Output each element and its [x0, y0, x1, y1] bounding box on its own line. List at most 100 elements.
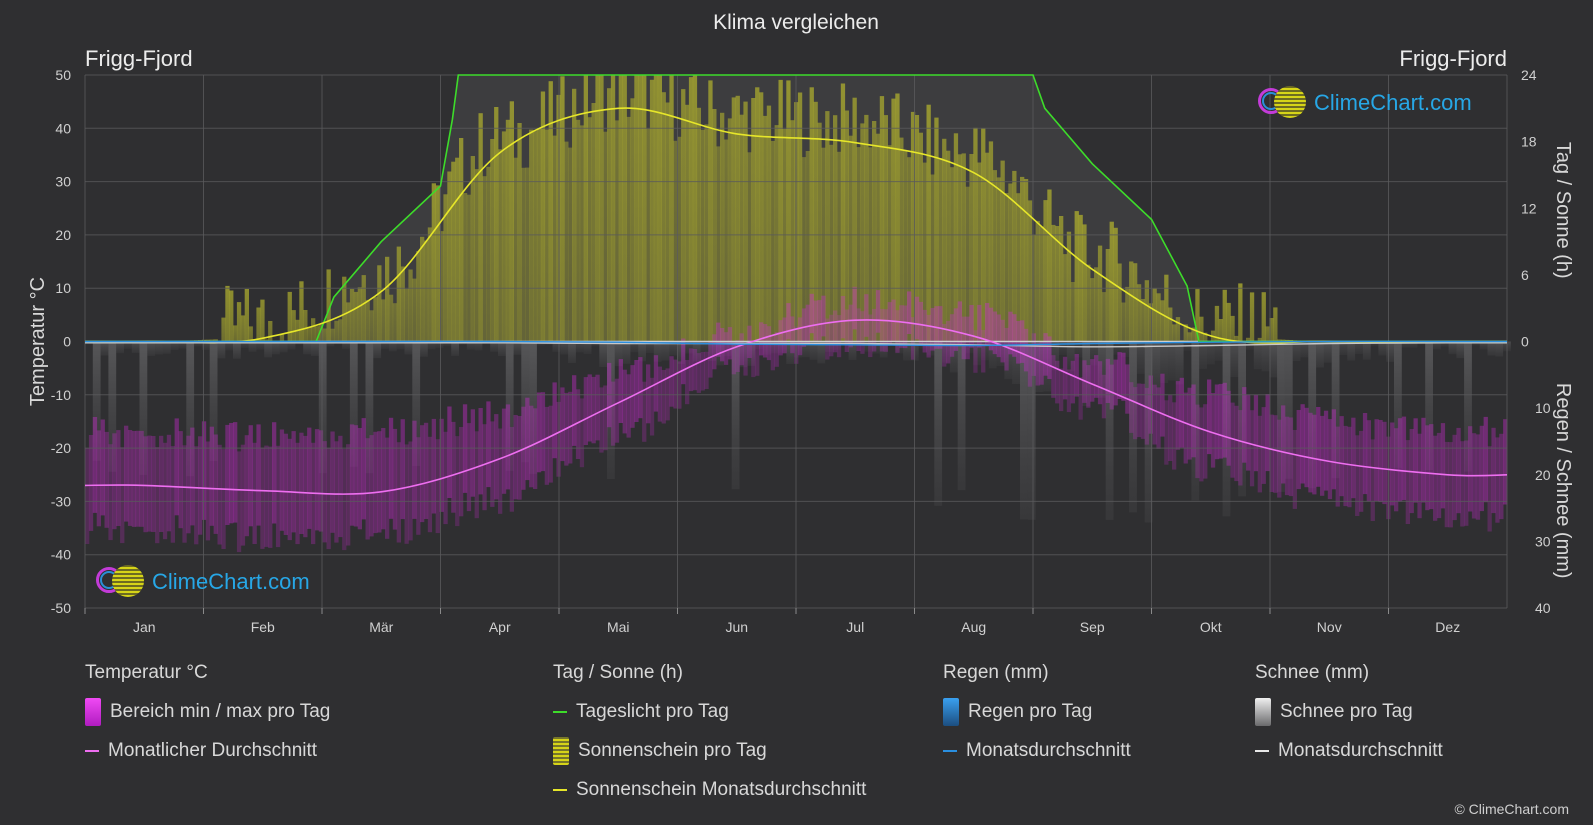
sunshine-day-bar — [891, 98, 896, 342]
temp-range-bar — [1405, 440, 1410, 524]
temp-range-bar — [1277, 419, 1282, 498]
sunshine-day-bar — [618, 75, 623, 342]
temp-range-bar — [283, 433, 288, 535]
temp-range-bar — [373, 431, 378, 534]
temp-range-bar — [1047, 336, 1052, 379]
copyright[interactable]: © ClimeChart.com — [1454, 801, 1569, 817]
temp-range-bar — [626, 374, 631, 438]
sunshine-day-bar — [1156, 293, 1161, 342]
snow-day-bar — [92, 341, 101, 461]
temp-range-bar — [957, 301, 962, 344]
temp-range-bar — [260, 447, 265, 549]
sunshine-day-bar — [595, 75, 600, 342]
snow-day-bar — [1144, 341, 1153, 523]
sunshine-day-bar — [1261, 292, 1266, 342]
temp-range-bar — [1136, 383, 1142, 438]
sunshine-day-bar — [1039, 226, 1044, 342]
snow-day-bar — [116, 341, 124, 354]
sunshine-day-bar — [642, 75, 647, 342]
sunshine-day-bar — [926, 104, 931, 342]
sunshine-day-bar — [762, 115, 768, 342]
temp-range-bar — [778, 320, 783, 356]
temp-range-bar — [470, 409, 475, 497]
snow-day-bar — [420, 341, 428, 357]
sunshine-day-bar — [821, 147, 826, 342]
temp-range-bar — [887, 302, 892, 345]
sunshine-day-bar — [361, 275, 366, 342]
temp-range-bar — [825, 318, 830, 360]
sunshine-day-bar — [992, 170, 997, 342]
snow-day-bar — [630, 341, 639, 353]
temp-range-bar — [965, 316, 970, 360]
sunshine-day-bar — [634, 75, 639, 342]
logo-text: ClimeChart.com — [1314, 90, 1472, 115]
legend-label: Bereich min / max pro Tag — [110, 701, 331, 722]
temp-range-bar — [977, 304, 982, 348]
sunshine-day-bar — [626, 116, 631, 342]
temp-range-bar — [1448, 442, 1453, 528]
temp-range-bar — [1160, 373, 1165, 437]
temp-range-bar — [1413, 418, 1418, 503]
snow-day-bar — [186, 341, 195, 477]
snow-day-bar — [942, 341, 950, 363]
snow-day-bar — [240, 341, 249, 348]
sunshine-day-bar — [447, 171, 452, 342]
temp-range-bar — [591, 376, 596, 444]
sunshine-day-bar — [1238, 283, 1243, 342]
sunshine-day-bar — [540, 91, 546, 342]
temp-range-bar — [1152, 384, 1157, 445]
temp-range-bar — [1074, 354, 1079, 397]
temp-range-bar — [170, 446, 175, 543]
temp-range-bar — [1425, 425, 1430, 511]
sunshine-day-bar — [638, 75, 643, 342]
temp-range-bar — [322, 441, 327, 543]
sunshine-day-bar — [404, 288, 409, 342]
sunshine-day-bar — [233, 325, 238, 342]
snow-day-bar — [1152, 341, 1161, 395]
temp-range-bar — [1292, 430, 1297, 509]
temp-range-bar — [1094, 355, 1099, 398]
temp-range-bar — [821, 295, 826, 337]
sunshine-day-bar — [829, 144, 834, 342]
chart-title: Klima vergleichen — [713, 11, 879, 34]
x-tick-label: Feb — [251, 619, 275, 635]
snow-day-bar — [1479, 341, 1488, 350]
snow-day-bar — [1074, 341, 1083, 358]
sunshine-day-bar — [349, 289, 355, 342]
legend-item-rain-avg: Monatsdurchschnitt — [943, 738, 1131, 764]
sunshine-day-bar — [1016, 193, 1021, 342]
temp-range-bar — [681, 338, 686, 385]
snow-day-bar — [124, 341, 132, 349]
sunshine-day-bar — [961, 153, 966, 342]
temp-range-bar — [603, 385, 608, 451]
sunshine-day-bar — [346, 302, 351, 342]
sunshine-day-bar — [1183, 324, 1188, 342]
snow-day-bar — [1378, 341, 1387, 356]
temp-range-bar — [899, 305, 904, 348]
logo-bottom-left[interactable]: ClimeChart.com — [96, 565, 310, 599]
temp-range-bar — [1296, 410, 1301, 490]
legend-label: Monatsdurchschnitt — [1278, 740, 1443, 761]
temp-range-bar — [478, 408, 483, 495]
sunshine-fill-swatch — [553, 737, 569, 765]
y-right-top-tick-label: 6 — [1521, 267, 1529, 283]
sunshine-day-bar — [848, 135, 853, 342]
legend-item-snow-avg: Monatsdurchschnitt — [1255, 738, 1443, 764]
temp-range-bar — [213, 434, 218, 534]
temp-range-bar — [809, 293, 814, 334]
sunshine-day-bar — [248, 326, 253, 342]
sunshine-day-bar — [946, 150, 951, 342]
temp-range-bar — [486, 401, 491, 488]
sunshine-day-bar — [439, 231, 444, 342]
snow-day-bar — [318, 341, 327, 474]
snow-day-bar — [996, 341, 1005, 366]
temp-range-bar — [1140, 383, 1146, 439]
logo-top-right[interactable]: ClimeChart.com — [1258, 86, 1472, 120]
temp-range-bar — [131, 431, 137, 527]
sunshine-day-bar — [427, 227, 433, 342]
temp-range-bar — [1031, 333, 1036, 376]
temp-range-bar — [1070, 360, 1075, 404]
sunshine-day-bar — [1027, 200, 1033, 342]
temp-range-bar — [1168, 395, 1173, 461]
snow-day-bar — [404, 341, 413, 355]
